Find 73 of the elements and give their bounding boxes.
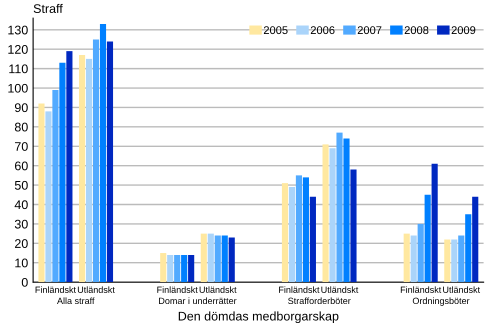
bar bbox=[45, 111, 52, 282]
bar bbox=[465, 214, 472, 282]
text: Domar i underrätter bbox=[159, 297, 236, 304]
bar bbox=[444, 239, 450, 282]
bar bbox=[59, 62, 66, 282]
x-tick-label: Utländskt bbox=[78, 286, 115, 293]
x-tick-label: Finländskt bbox=[400, 286, 442, 293]
bar bbox=[282, 183, 288, 282]
y-tick-label: 0 bbox=[22, 278, 28, 287]
x-tick-label: Utländskt bbox=[200, 286, 237, 293]
bar bbox=[424, 194, 431, 282]
y-tick-label: 10 bbox=[15, 258, 28, 268]
y-tick-label: 20 bbox=[14, 239, 28, 248]
x-tick-label: Finländskt bbox=[157, 286, 198, 293]
bar bbox=[458, 236, 464, 282]
x-tick-label: Finländskt bbox=[36, 286, 76, 293]
bar bbox=[302, 177, 309, 282]
bar bbox=[222, 236, 228, 282]
bar bbox=[160, 253, 166, 282]
bar bbox=[296, 175, 302, 282]
x-tick-label: Utländskt bbox=[321, 286, 358, 293]
bar bbox=[200, 234, 207, 282]
bar bbox=[288, 187, 296, 282]
y-tick-label: 130 bbox=[8, 26, 28, 34]
x-tick-label: Finländskt bbox=[279, 286, 320, 293]
bar bbox=[310, 196, 316, 282]
y-tick-label: 70 bbox=[14, 142, 28, 151]
legend-label: 2007 bbox=[358, 26, 382, 34]
bar bbox=[432, 164, 438, 282]
bar bbox=[472, 196, 478, 282]
y-tick-label: 80 bbox=[14, 122, 28, 132]
text: Strafforderböter bbox=[288, 297, 351, 304]
bar bbox=[100, 24, 106, 282]
bar bbox=[188, 254, 194, 282]
y-tick-label: 90 bbox=[14, 103, 28, 112]
bar bbox=[174, 254, 180, 282]
bar bbox=[86, 58, 92, 282]
bar bbox=[214, 236, 221, 282]
text: Alla straff bbox=[57, 297, 94, 304]
bar bbox=[38, 104, 45, 282]
y-tick-label: 50 bbox=[14, 180, 28, 190]
y-tick-label: 120 bbox=[8, 45, 28, 54]
y-tick-label: 30 bbox=[14, 220, 28, 229]
bar bbox=[336, 132, 343, 282]
y-tick-label: 40 bbox=[14, 200, 28, 210]
legend-label: 2005 bbox=[264, 26, 288, 34]
y-tick-label: 110 bbox=[9, 64, 28, 74]
bar bbox=[343, 138, 350, 282]
x-axis-title: Den dömdas medborgarskap bbox=[178, 311, 338, 324]
legend-label: 2006 bbox=[310, 26, 335, 34]
bar bbox=[404, 234, 410, 282]
bar bbox=[329, 148, 336, 282]
text: Ordningsböter bbox=[412, 297, 470, 306]
bar bbox=[410, 236, 417, 282]
bar bbox=[92, 40, 100, 282]
bar bbox=[418, 224, 424, 282]
bar bbox=[66, 51, 72, 282]
bar bbox=[181, 254, 188, 282]
bar bbox=[451, 239, 458, 282]
bar bbox=[208, 234, 214, 282]
bar bbox=[167, 254, 174, 282]
bar bbox=[106, 41, 114, 282]
legend-label: 2008 bbox=[404, 26, 428, 34]
bar bbox=[228, 238, 235, 282]
x-tick-label: Utländskt bbox=[443, 286, 480, 293]
bar bbox=[322, 144, 329, 282]
y-axis-title: Straff bbox=[34, 4, 63, 14]
y-tick-label: 60 bbox=[14, 161, 28, 170]
bar bbox=[78, 55, 86, 282]
bar bbox=[350, 170, 357, 282]
y-tick-label: 100 bbox=[8, 84, 28, 93]
bar bbox=[52, 90, 59, 282]
legend-label: 2009 bbox=[452, 26, 476, 34]
